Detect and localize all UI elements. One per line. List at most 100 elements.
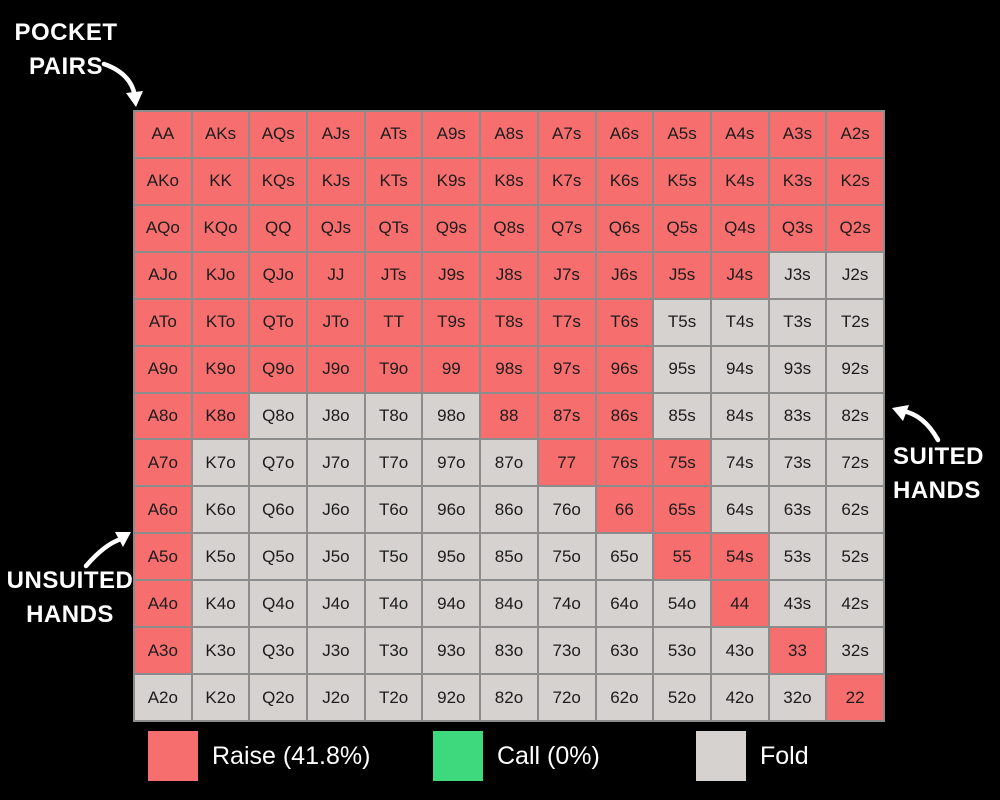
hand-cell: J8o — [308, 393, 364, 439]
hand-cell: 63o — [596, 628, 653, 674]
hand-cell: KQs — [250, 158, 307, 204]
hand-cell: 82o — [481, 675, 537, 720]
hand-cell: 73s — [769, 440, 826, 486]
hand-cell: QJo — [250, 252, 307, 298]
legend-swatch-fold — [696, 731, 746, 781]
hand-cell: 92s — [827, 346, 883, 392]
hand-cell: KQo — [192, 205, 249, 251]
hand-cell: J3s — [769, 252, 826, 298]
hand-cell: 98s — [481, 346, 537, 392]
hand-cell: Q9o — [250, 346, 307, 392]
hand-cell: KTs — [365, 158, 422, 204]
hand-cell: Q7s — [538, 205, 595, 251]
hand-cell: J6s — [596, 252, 653, 298]
hand-cell: Q7o — [250, 440, 307, 486]
hand-cell: JTo — [308, 299, 364, 345]
hand-cell: 98o — [423, 393, 480, 439]
hand-cell: A5s — [654, 112, 710, 157]
hand-cell: Q2s — [827, 205, 883, 251]
hand-cell: 83o — [481, 628, 537, 674]
hand-cell: 64o — [596, 581, 653, 627]
hand-cell: 86o — [481, 487, 537, 533]
hand-cell: 86s — [596, 393, 653, 439]
hand-cell: T7s — [538, 299, 595, 345]
hand-cell: 53s — [769, 534, 826, 580]
hand-cell: 65o — [596, 534, 653, 580]
hand-cell: A7s — [538, 112, 595, 157]
hand-cell: 94o — [423, 581, 480, 627]
hand-cell: T6s — [596, 299, 653, 345]
hand-cell: QJs — [308, 205, 364, 251]
hand-cell: T5s — [654, 299, 710, 345]
hand-cell: 82s — [827, 393, 883, 439]
legend-label-fold: Fold — [760, 741, 809, 770]
hand-cell: T6o — [365, 487, 422, 533]
hand-cell: K8s — [481, 158, 537, 204]
hand-cell: K2s — [827, 158, 883, 204]
unsuited-hands-label: UNSUITED HANDS — [6, 564, 134, 632]
hand-cell: A9s — [423, 112, 480, 157]
legend-label-call: Call (0%) — [497, 741, 600, 770]
hand-cell: K4o — [192, 581, 249, 627]
hand-cell: 99 — [423, 346, 480, 392]
pocket-pairs-label: POCKET PAIRS — [14, 16, 118, 84]
legend-item-call: Call (0%) — [433, 731, 600, 781]
hand-cell: 54s — [711, 534, 768, 580]
hand-cell: A8o — [135, 393, 191, 439]
hand-cell: 22 — [827, 675, 883, 720]
hand-cell: K3s — [769, 158, 826, 204]
hand-cell: 64s — [711, 487, 768, 533]
hand-cell: J8s — [481, 252, 537, 298]
hand-cell: T9o — [365, 346, 422, 392]
hand-cell: AKs — [192, 112, 249, 157]
hand-cell: 32o — [769, 675, 826, 720]
hand-cell: Q5s — [654, 205, 710, 251]
hand-cell: Q8s — [481, 205, 537, 251]
hand-cell: Q3o — [250, 628, 307, 674]
legend-swatch-raise — [148, 731, 198, 781]
legend-label-raise: Raise (41.8%) — [212, 741, 371, 770]
hand-cell: 52o — [654, 675, 710, 720]
hand-cell: QTo — [250, 299, 307, 345]
hand-cell: 94s — [711, 346, 768, 392]
hand-cell: T7o — [365, 440, 422, 486]
hand-cell: K2o — [192, 675, 249, 720]
hand-cell: T4o — [365, 581, 422, 627]
hand-cell: 53o — [654, 628, 710, 674]
hand-cell: K5o — [192, 534, 249, 580]
hand-cell: 93o — [423, 628, 480, 674]
hand-cell: Q8o — [250, 393, 307, 439]
hand-cell: 93s — [769, 346, 826, 392]
hand-cell: 77 — [538, 440, 595, 486]
hand-cell: A2o — [135, 675, 191, 720]
hand-cell: 76o — [538, 487, 595, 533]
hand-cell: 85s — [654, 393, 710, 439]
hand-cell: T4s — [711, 299, 768, 345]
unsuited-hands-label-line1: UNSUITED — [6, 567, 134, 594]
hand-cell: 63s — [769, 487, 826, 533]
hand-cell: KJs — [308, 158, 364, 204]
hand-cell: 75o — [538, 534, 595, 580]
hand-cell: 42o — [711, 675, 768, 720]
hand-cell: 55 — [654, 534, 710, 580]
hand-cell: T3s — [769, 299, 826, 345]
hand-cell: JJ — [308, 252, 364, 298]
hand-cell: 43o — [711, 628, 768, 674]
hand-cell: 96s — [596, 346, 653, 392]
hand-cell: J7o — [308, 440, 364, 486]
hand-cell: A7o — [135, 440, 191, 486]
hand-cell: 75s — [654, 440, 710, 486]
legend-item-fold: Fold — [696, 731, 809, 781]
suited-hands-label-line1: SUITED — [893, 443, 985, 470]
hand-cell: J6o — [308, 487, 364, 533]
hand-cell: A9o — [135, 346, 191, 392]
unsuited-hands-label-line2: HANDS — [26, 601, 114, 628]
hand-cell: JTs — [365, 252, 422, 298]
hand-cell: AKo — [135, 158, 191, 204]
legend-swatch-call — [433, 731, 483, 781]
suited-hands-label: SUITED HANDS — [893, 440, 993, 508]
hand-cell: 74o — [538, 581, 595, 627]
unsuited-hands-arrow-icon — [83, 532, 131, 569]
hand-cell: ATs — [365, 112, 422, 157]
